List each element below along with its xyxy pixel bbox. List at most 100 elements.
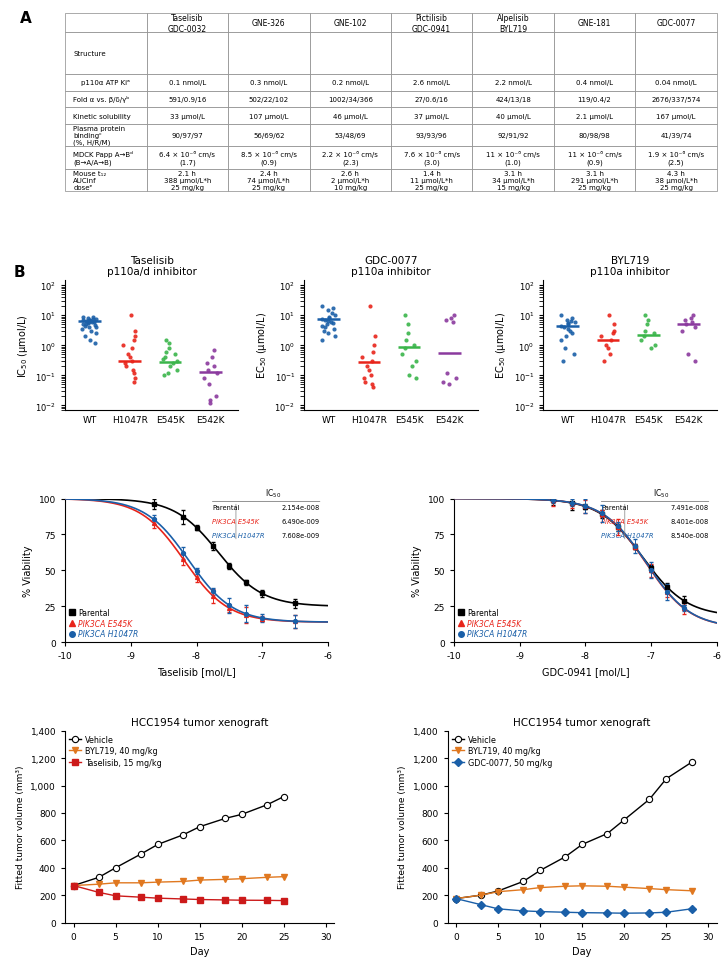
Point (366, 354, 377, 369)
Line: Vehicle: Vehicle (452, 759, 694, 901)
Vehicle (578, 839, 586, 850)
Point (84, 333, 96, 348)
BYL719, 40 mg/kg (578, 880, 586, 892)
Vehicle (620, 814, 628, 825)
Legend: Parental, PIK3CA E545K, PIK3CA H1047R: Parental, PIK3CA E545K, PIK3CA H1047R (69, 608, 138, 639)
Point (327, 316, 339, 332)
Text: PIK3CA E545K: PIK3CA E545K (601, 518, 648, 525)
Point (685, 311, 696, 327)
Point (441, 366, 452, 382)
Taselisib, 15 mg/kg (70, 880, 78, 892)
BYL719, 40 mg/kg (561, 880, 570, 892)
Vehicle (221, 813, 230, 825)
Point (369, 338, 380, 354)
Point (562, 317, 573, 333)
Point (77, 313, 89, 329)
Point (319, 320, 331, 335)
Point (202, 363, 214, 379)
Y-axis label: IC$_{50}$ (μmol/L): IC$_{50}$ (μmol/L) (16, 314, 30, 378)
Point (129, 371, 140, 386)
Point (676, 324, 688, 339)
Point (565, 324, 576, 339)
GDC-0077, 50 mg/kg (578, 907, 586, 919)
Point (117, 338, 129, 354)
Point (329, 308, 341, 324)
Point (316, 312, 328, 328)
Point (171, 354, 182, 369)
Point (90, 320, 101, 335)
Point (447, 308, 459, 324)
BYL719, 40 mg/kg (111, 877, 120, 889)
Point (86, 315, 98, 331)
Point (206, 350, 218, 365)
X-axis label: Day: Day (190, 947, 209, 956)
Text: PIK3CA H1047R: PIK3CA H1047R (601, 532, 654, 538)
Point (83, 320, 94, 335)
Point (316, 299, 328, 314)
Point (80, 317, 92, 333)
Taselisib, 15 mg/kg (237, 895, 246, 906)
Point (325, 315, 337, 331)
Point (557, 354, 569, 369)
Point (410, 371, 421, 386)
Legend: Vehicle, BYL719, 40 mg/kg, GDC-0077, 50 mg/kg: Vehicle, BYL719, 40 mg/kg, GDC-0077, 50 … (452, 735, 552, 767)
Point (319, 324, 330, 339)
BYL719, 40 mg/kg (494, 886, 502, 898)
Point (161, 333, 172, 348)
BYL719, 40 mg/kg (279, 871, 288, 882)
Point (437, 375, 449, 390)
Point (161, 345, 172, 360)
BYL719, 40 mg/kg (603, 880, 612, 892)
Point (641, 317, 653, 333)
Point (568, 347, 579, 362)
Point (555, 319, 567, 334)
Point (128, 375, 140, 390)
GDC-0077, 50 mg/kg (536, 906, 544, 918)
Point (77, 317, 89, 333)
Point (360, 375, 371, 390)
Point (83, 314, 95, 330)
Y-axis label: Fitted tumor volume (mm³): Fitted tumor volume (mm³) (16, 765, 25, 889)
Point (679, 313, 691, 329)
Point (689, 320, 701, 335)
X-axis label: Day: Day (573, 947, 592, 956)
Point (323, 309, 334, 325)
Vehicle (687, 756, 696, 768)
Point (566, 311, 578, 327)
Vehicle (179, 829, 188, 841)
Text: PIK3CA H1047R: PIK3CA H1047R (212, 532, 265, 538)
Point (639, 308, 650, 324)
Point (641, 313, 653, 329)
Point (562, 322, 573, 337)
Point (211, 366, 222, 382)
Point (130, 330, 141, 345)
BYL719, 40 mg/kg (477, 890, 486, 901)
Point (90, 327, 101, 342)
Point (602, 341, 614, 357)
Point (560, 330, 572, 345)
Point (636, 333, 647, 348)
Point (127, 363, 138, 379)
Point (565, 314, 577, 330)
Point (127, 341, 138, 357)
Point (157, 352, 169, 367)
Text: 6.490e-009: 6.490e-009 (282, 518, 320, 525)
Point (595, 330, 607, 345)
Point (403, 368, 415, 383)
Point (169, 347, 181, 362)
Point (603, 308, 615, 324)
Point (402, 327, 413, 342)
Vehicle (645, 794, 654, 805)
Vehicle (536, 865, 544, 876)
Vehicle (70, 880, 78, 892)
Point (600, 338, 612, 354)
BYL719, 40 mg/kg (137, 877, 146, 889)
Point (680, 317, 691, 333)
Point (556, 308, 568, 324)
Point (119, 357, 131, 372)
GDC-0077, 50 mg/kg (477, 899, 486, 910)
Line: Taselisib, 15 mg/kg: Taselisib, 15 mg/kg (70, 882, 287, 903)
Point (400, 333, 411, 348)
Text: IC$_{50}$: IC$_{50}$ (265, 486, 281, 499)
Point (447, 315, 459, 331)
